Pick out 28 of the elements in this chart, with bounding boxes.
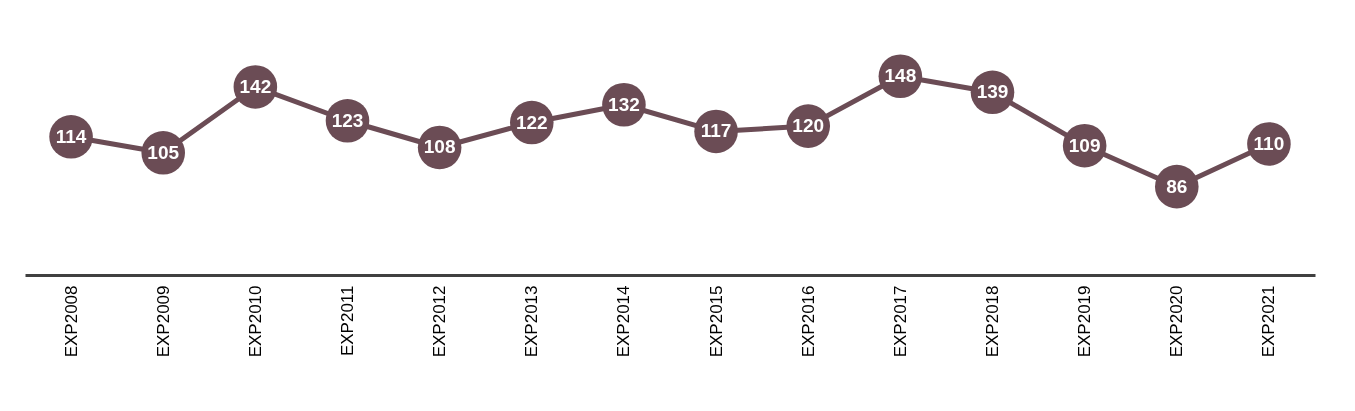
x-tick-label: EXP2010 (245, 285, 265, 358)
data-label: 105 (147, 141, 180, 163)
x-tick-label: EXP2009 (153, 285, 173, 358)
x-tick-label: EXP2016 (798, 285, 818, 358)
data-label: 108 (423, 136, 456, 158)
x-tick-label: EXP2019 (1075, 285, 1095, 358)
x-tick-label: EXP2014 (614, 285, 634, 358)
data-label: 123 (331, 109, 364, 131)
x-tick-label: EXP2015 (706, 285, 726, 358)
data-label: 132 (608, 93, 640, 115)
data-label: 139 (976, 81, 1009, 103)
data-label: 114 (55, 125, 87, 147)
x-tick-label: EXP2008 (61, 285, 81, 358)
data-label: 148 (884, 65, 917, 87)
data-label: 142 (239, 75, 272, 97)
data-label: 110 (1253, 132, 1285, 154)
data-label: 109 (1068, 134, 1101, 156)
data-label: 117 (700, 120, 732, 142)
x-tick-label: EXP2011 (338, 285, 357, 357)
x-tick-label: EXP2018 (983, 285, 1002, 358)
data-label: 122 (515, 111, 548, 133)
x-tick-label: EXP2021 (1259, 285, 1279, 358)
x-tick-label: EXP2020 (1167, 285, 1187, 358)
data-label: 86 (1166, 175, 1188, 197)
x-tick-label: EXP2017 (890, 285, 910, 358)
x-tick-label: EXP2012 (430, 285, 450, 358)
data-label: 120 (792, 115, 825, 137)
x-tick-label: EXP2013 (522, 285, 542, 358)
